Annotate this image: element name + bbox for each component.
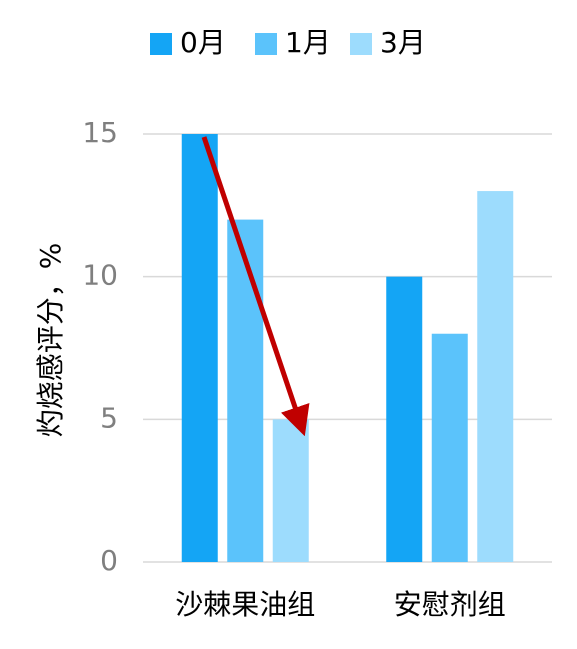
legend-swatch [150, 33, 172, 55]
trend-arrow [201, 136, 310, 437]
legend-label: 1月 [285, 26, 331, 59]
bar [272, 419, 309, 562]
x-tick-label: 安慰剂组 [394, 588, 506, 621]
y-tick-label: 15 [82, 116, 118, 149]
legend-label: 3月 [380, 26, 426, 59]
bar [227, 219, 264, 562]
y-tick-label: 10 [82, 259, 118, 292]
legend-label: 0月 [180, 26, 226, 59]
x-tick-label: 沙棘果油组 [175, 588, 315, 621]
bar [477, 191, 514, 563]
legend-swatch [350, 33, 372, 55]
y-tick-label: 5 [100, 401, 118, 434]
legend-swatch [255, 33, 277, 55]
bar [386, 276, 423, 562]
y-tick-label: 0 [100, 544, 118, 577]
y-axis-label: 灼烧感评分，% [34, 243, 67, 438]
bar [181, 134, 218, 562]
bar [431, 333, 468, 562]
